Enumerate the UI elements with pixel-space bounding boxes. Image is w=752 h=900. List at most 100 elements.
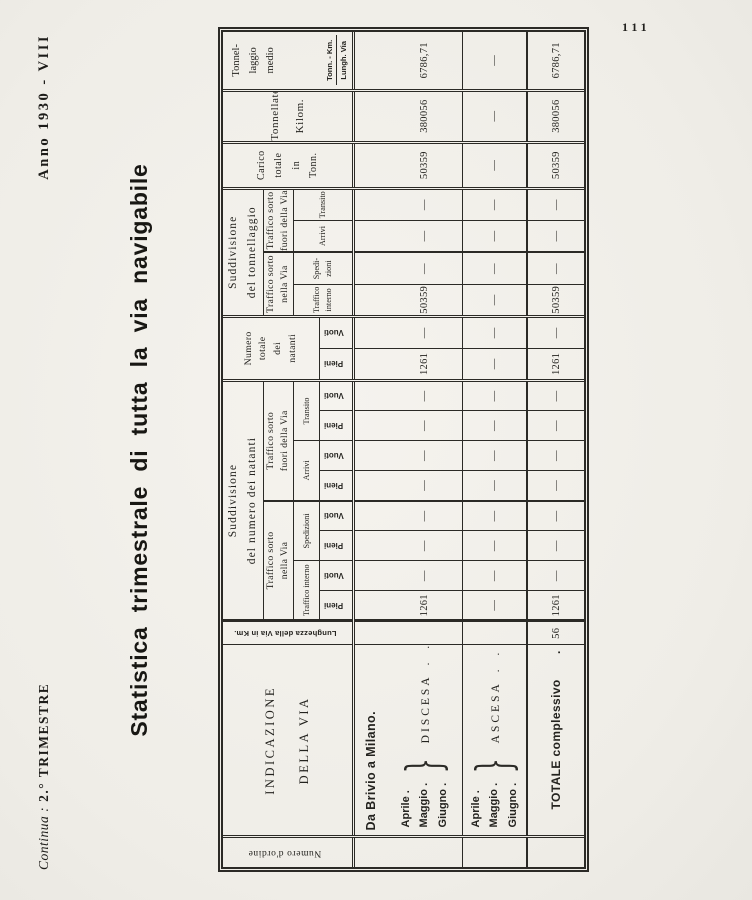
cell-ordine	[353, 836, 387, 867]
carico-line1: Carico	[255, 150, 267, 181]
medio-fraction: Tonn. - Km. Lungh. Via	[325, 35, 348, 86]
tonn-interno-line1: Traffico	[312, 286, 322, 314]
cell-natanti-transito-vuoti: —	[527, 380, 584, 411]
page-title: Statistica trimestrale di tutta la via n…	[126, 163, 152, 737]
cell-natanti-arrivi-pieni	[353, 470, 387, 501]
month-maggio: Maggio .	[488, 782, 501, 828]
cell-totale-vuoti: —	[462, 316, 527, 349]
cell-tonnellaggio-medio: 6786,71	[387, 32, 463, 91]
cell-lunghezza: 56	[527, 620, 584, 645]
leaf-header-natanti-arrivi: Arrivi	[293, 440, 320, 501]
leaf-header-natanti-spedizioni: Spedizioni	[293, 500, 320, 561]
cell-totale-pieni: 1261	[527, 348, 584, 381]
natanti-fuori-line2: fuori della Via	[279, 410, 291, 472]
cell-carico: —	[462, 142, 527, 189]
cell-tonn-interno: 50359	[527, 284, 584, 317]
page-number: 111	[622, 20, 651, 34]
medio-wrap: Tonnel- laggio medio Tonn. - Km. Lungh. …	[223, 32, 352, 89]
carico-line3: in	[290, 160, 302, 170]
cell-natanti-arrivi-pieni: —	[527, 470, 584, 501]
cell-lunghezza	[353, 620, 387, 645]
cell-totale-pieni	[353, 348, 387, 381]
col-header-pieni: Pieni	[319, 470, 354, 501]
cell-tonn-transito	[353, 188, 387, 221]
col-header-indicazione: INDICAZIONE DELLA VIA	[223, 644, 354, 837]
cell-lunghezza	[387, 620, 463, 645]
cell-months-ascesa: Aprile . Maggio . Giugno . } ASCESA . . .	[462, 644, 527, 837]
cell-natanti-spedizioni-vuoti: —	[527, 500, 584, 531]
table-frame: Numero d'ordine INDICAZIONE DELLA VIA Lu…	[218, 27, 589, 872]
col-header-carico: Carico totale in Tonn.	[223, 142, 354, 189]
col-header-pieni: Pieni	[319, 590, 354, 621]
col-header-pieni: Pieni	[319, 530, 354, 561]
month-giugno: Giugno .	[436, 782, 449, 828]
cell-lunghezza	[462, 620, 527, 645]
totale-label-row: TOTALE complessivo.	[549, 645, 563, 835]
leader-dots: . . .	[419, 644, 432, 666]
cell-ordine	[387, 836, 463, 867]
month-list: Aprile . Maggio . Giugno .	[397, 783, 451, 828]
leaf-header-natanti-transito: Transito	[293, 380, 320, 441]
cell-carico: 50359	[387, 142, 463, 189]
cell-tonn-spedizioni: —	[527, 252, 584, 285]
col-header-numero-ordine: Numero d'ordine	[248, 847, 322, 858]
row-ascesa: Aprile . Maggio . Giugno . } ASCESA . . .…	[462, 32, 527, 867]
leaf-header-tonn-transito: Transito	[293, 188, 354, 221]
col-header-lunghezza: Lunghezza della Via in Km.	[223, 620, 354, 645]
col-header-tonnellaggio-medio: Tonnel- laggio medio Tonn. - Km. Lungh. …	[223, 32, 354, 91]
cell-tonn-arrivi: —	[527, 220, 584, 253]
tonn-nella-line1: Traffico sorto	[264, 255, 276, 313]
cell-natanti-spedizioni-pieni	[353, 530, 387, 561]
medio-fraction-numerator: Tonn. - Km.	[325, 35, 337, 86]
cell-totale-label: TOTALE complessivo.	[527, 644, 584, 837]
totale-natanti-line2: totale	[257, 336, 269, 361]
indicazione-line2: DELLA VIA	[296, 696, 311, 785]
cell-totale-pieni: —	[462, 348, 527, 381]
cell-tonn-interno: 50359	[387, 284, 463, 317]
col-header-totale-pieni: Pieni	[319, 348, 354, 381]
cell-natanti-transito-vuoti: —	[462, 380, 527, 411]
cell-natanti-interno-pieni: —	[462, 590, 527, 621]
natanti-nella-line1: Traffico sorto	[264, 531, 276, 590]
medio-line1: Tonnel-	[231, 44, 242, 77]
cell-tonn-spedizioni: —	[462, 252, 527, 285]
tonn-spedizioni-line2: zioni	[323, 260, 333, 277]
cell-tonnellaggio-medio	[353, 32, 387, 91]
cell-natanti-spedizioni-vuoti: —	[462, 500, 527, 531]
totale-natanti-line3: dei	[272, 341, 283, 355]
anno-label: Anno 1930 - VIII	[36, 34, 52, 180]
natanti-fuori-line1: Traffico sorto	[264, 411, 276, 470]
brace-icon: }	[395, 757, 452, 774]
totale-label: TOTALE complessivo	[549, 679, 563, 810]
cell-natanti-transito-pieni	[353, 410, 387, 441]
tonn-spedizioni-line1: Spedi-	[312, 257, 322, 280]
cell-ordine	[462, 836, 527, 867]
cell-natanti-spedizioni-pieni: —	[527, 530, 584, 561]
route-heading-label: Da Brivio a Milano.	[364, 711, 378, 831]
row-totale: TOTALE complessivo. 56 1261 — — — — — — …	[527, 32, 584, 867]
leaf-header-tonn-traffico-interno: Traffico interno	[293, 284, 354, 317]
months-group: Aprile . Maggio . Giugno . } ASCESA . . .	[463, 645, 526, 835]
group-header-natanti: Suddivisione del numero dei natanti	[223, 380, 263, 621]
trimestre-label: 2.° TRIMESTRE	[36, 682, 51, 802]
cell-tonn-interno: —	[462, 284, 527, 317]
cell-totale-pieni: 1261	[387, 348, 463, 381]
cell-tonn-transito: —	[462, 188, 527, 221]
carico-line2: totale	[273, 152, 284, 178]
month-giugno: Giugno .	[506, 782, 519, 828]
natanti-title-line1: Suddivisione	[226, 463, 239, 538]
row-discesa: Aprile . Maggio . Giugno . } DISCESA . . …	[387, 32, 463, 867]
cell-route-heading: Da Brivio a Milano.	[353, 644, 387, 837]
tonnellate-line2: Kilom.	[293, 98, 306, 134]
subgroup-natanti-nella-via: Traffico sorto nella Via	[263, 500, 294, 621]
month-list: Aprile . Maggio . Giugno .	[467, 783, 521, 828]
month-aprile: Aprile .	[470, 790, 483, 828]
tonnellaggio-title-line2: del tonnellaggio	[245, 206, 258, 299]
cell-natanti-arrivi-vuoti: —	[387, 440, 463, 471]
direction-block: ASCESA . . .	[486, 645, 504, 744]
leaf-header-natanti-traffico-interno: Traffico interno	[293, 560, 320, 621]
natanti-title-line2: del numero dei natanti	[245, 436, 258, 565]
col-header-totale-vuoti: Vuoti	[319, 316, 354, 349]
cell-tonn-arrivi	[353, 220, 387, 253]
direction-label: ASCESA	[489, 681, 502, 744]
